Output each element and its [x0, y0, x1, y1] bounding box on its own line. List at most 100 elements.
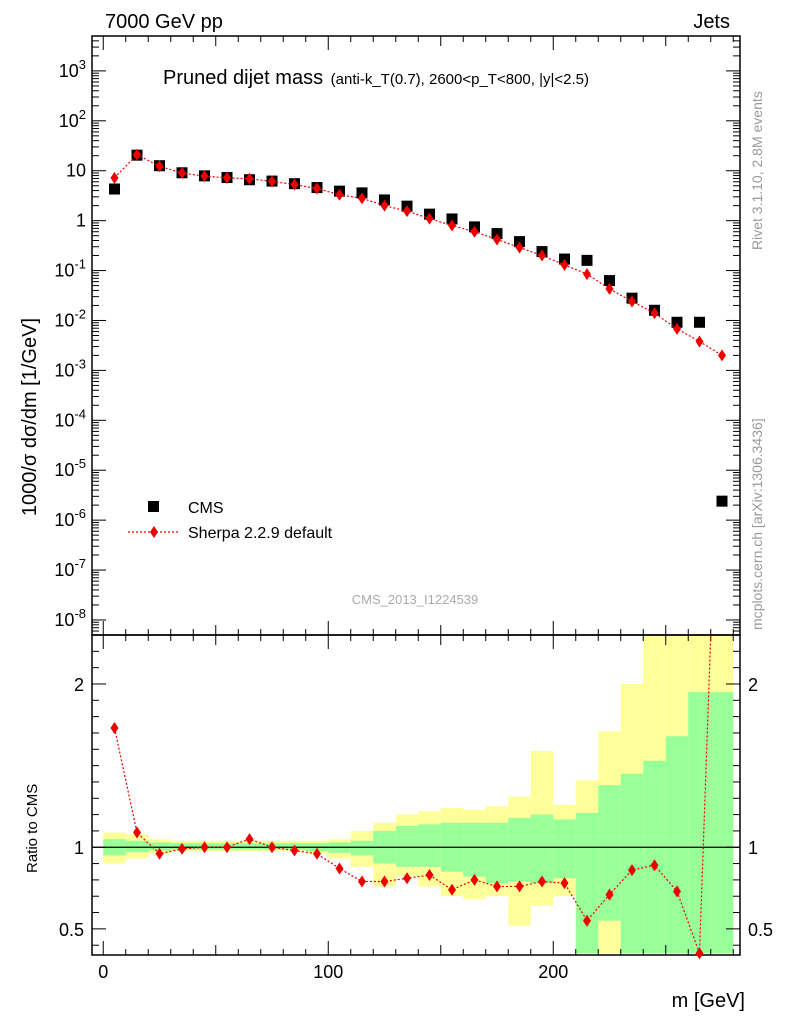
ratio-sherpa-point [380, 875, 389, 888]
band-inner-bin [553, 819, 576, 879]
plot-title: Pruned dijet mass (anti-k_T(0.7), 2600<p… [163, 67, 589, 89]
ratio-sherpa-point [358, 875, 366, 888]
sherpa-point [313, 182, 321, 195]
ratio-sherpa-point [110, 722, 119, 735]
sherpa-point [290, 178, 299, 191]
ratio-sherpa-point [650, 859, 659, 872]
sherpa-point [358, 192, 366, 205]
sherpa-point [245, 172, 254, 185]
ratio-sherpa-point [448, 883, 456, 896]
main-frame [91, 35, 741, 636]
ratio-ytick-label-right: 0.5 [748, 920, 773, 940]
ratio-xtick-label: 100 [313, 962, 343, 982]
sherpa-point [155, 160, 164, 173]
band-inner-bin [598, 785, 621, 921]
ratio-ytick-label: 1 [74, 838, 84, 858]
sherpa-line [114, 153, 723, 356]
ratio-xtick-label: 200 [538, 962, 568, 982]
sherpa-point [718, 349, 726, 362]
ratio-sherpa-point [313, 847, 321, 860]
band-inner-bin [418, 824, 441, 867]
ratio-sherpa-point [695, 947, 704, 960]
cms-point [716, 495, 728, 507]
ratio-ytick-label: 0.5 [59, 920, 84, 940]
cms-point [109, 183, 120, 195]
plot-title-detail: (anti-k_T(0.7), 2600<p_T<800, |y|<2.5) [331, 71, 589, 88]
header-right: Jets [693, 11, 730, 33]
cms-point [694, 316, 705, 328]
data-layer [109, 148, 728, 960]
sherpa-point [403, 205, 411, 218]
ratio-ytick-label-right: 1 [748, 838, 758, 858]
main-ytick-label: 10-1 [54, 257, 86, 281]
main-ytick-label: 102 [59, 107, 86, 131]
main-ytick-label: 1 [76, 211, 86, 231]
rivet-label: Rivet 3.1.10, 2.8M events [749, 91, 765, 250]
band-inner-bin [125, 840, 149, 853]
main-ytick-label: 10-5 [54, 456, 86, 480]
ratio-sherpa-point [178, 842, 186, 855]
band-inner-bin [463, 822, 486, 877]
sherpa-point [380, 199, 389, 212]
band-inner-bin [665, 736, 689, 954]
ratio-sherpa-point [290, 844, 299, 857]
band-inner-bin [530, 814, 554, 884]
ratio-sherpa-line-exit [698, 634, 712, 954]
legend-cms-label: CMS [188, 500, 224, 517]
sherpa-point [560, 258, 569, 271]
main-ytick-label: 10-7 [54, 556, 86, 580]
sherpa-point [538, 249, 546, 262]
ratio-ytick-label-right: 2 [748, 675, 758, 695]
ratio-sherpa-point [605, 888, 614, 901]
ratio-sherpa-point [223, 841, 231, 854]
band-inner-bin [485, 822, 509, 884]
ratio-sherpa-point [335, 862, 344, 875]
sherpa-point [470, 225, 479, 238]
sherpa-point [335, 188, 344, 201]
ratio-sherpa-point [560, 877, 569, 890]
sherpa-point [178, 167, 186, 180]
cms-point [581, 254, 593, 266]
ratio-sherpa-point [583, 914, 591, 927]
plot-title-main: Pruned dijet mass [163, 67, 323, 89]
sherpa-point [493, 233, 501, 246]
main-ytick-label: 10 [66, 161, 86, 181]
legend-cms-marker [148, 501, 159, 512]
cms-point [671, 316, 683, 328]
main-ytick-label: 10-2 [54, 306, 86, 330]
header-left: 7000 GeV pp [105, 11, 223, 33]
ratio-ytick-label: 2 [74, 675, 84, 695]
ratio-sherpa-point [515, 880, 524, 893]
band-inner-bin [688, 692, 711, 954]
sherpa-point [268, 175, 276, 188]
ratio-sherpa-point [245, 833, 254, 846]
legend-sherpa-label: Sherpa 2.2.9 default [188, 525, 333, 542]
ratio-sherpa-point [425, 869, 434, 881]
band-inner-bin [350, 840, 374, 856]
cms-point [446, 213, 458, 225]
band-inner-bin [575, 812, 599, 954]
main-ytick-label: 103 [59, 57, 86, 81]
ratio-sherpa-point [133, 826, 141, 839]
sherpa-point [650, 307, 659, 320]
ratio-sherpa-point [673, 885, 681, 898]
ratio-sherpa-point [628, 864, 636, 877]
band-inner-bin [620, 773, 644, 954]
ratio-sherpa-point [538, 875, 546, 888]
main-ytick-label: 10-3 [54, 356, 86, 380]
ratio-ylabel: Ratio to CMS [24, 784, 41, 873]
axis-layer: 10-810-710-610-510-410-310-210-111010210… [54, 35, 773, 982]
legend: CMS Sherpa 2.2.9 default [128, 500, 333, 542]
band-inner-bin [148, 842, 171, 851]
band-inner-bin [643, 760, 666, 954]
sherpa-point [628, 295, 636, 308]
band-inner-bin [710, 692, 734, 954]
sherpa-point [515, 241, 524, 254]
band-inner-bin [238, 843, 261, 850]
ratio-xlabel: m [GeV] [672, 990, 745, 1012]
band-inner-bin [395, 826, 419, 867]
legend-sherpa-marker [150, 526, 158, 538]
sherpa-point [223, 171, 231, 184]
mcplots-label: mcplots.cern.ch [arXiv:1306.3436] [749, 418, 765, 630]
